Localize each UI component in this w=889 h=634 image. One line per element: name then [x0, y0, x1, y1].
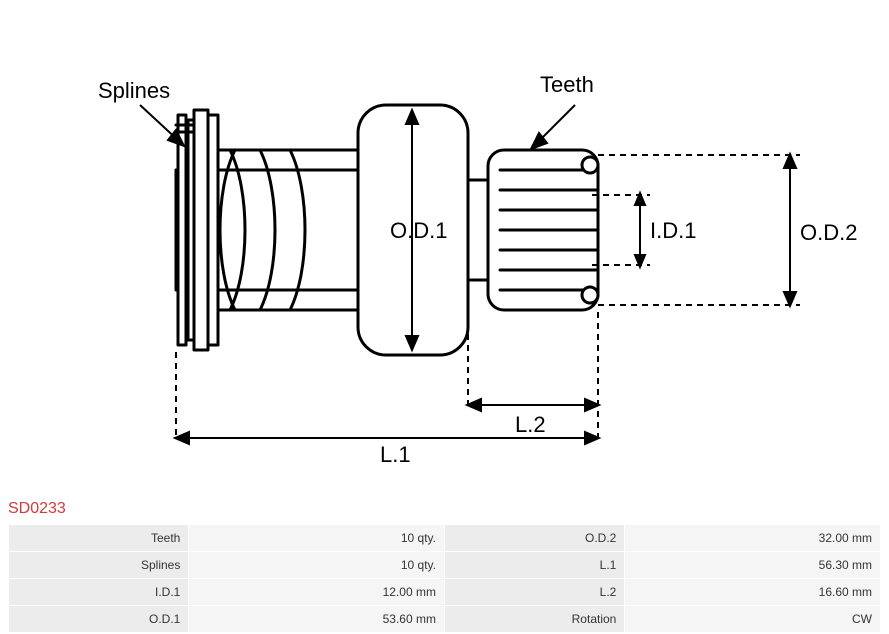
- label-id1: I.D.1: [650, 218, 696, 243]
- spec-label: O.D.2: [445, 525, 624, 551]
- spec-label: Splines: [9, 552, 188, 578]
- spec-value: 56.30 mm: [625, 552, 880, 578]
- technical-diagram: Splines Teeth O.D.1 I.D.1 O.D.2 L.2 L.1: [80, 60, 860, 480]
- spec-label: L.2: [445, 579, 624, 605]
- table-row: O.D.1 53.60 mm Rotation CW: [9, 606, 880, 632]
- spec-value: 12.00 mm: [189, 579, 444, 605]
- label-teeth: Teeth: [540, 72, 594, 97]
- spec-label: I.D.1: [9, 579, 188, 605]
- spec-label: O.D.1: [9, 606, 188, 632]
- table-row: Teeth 10 qty. O.D.2 32.00 mm: [9, 525, 880, 551]
- diagram-svg: Splines Teeth O.D.1 I.D.1 O.D.2 L.2 L.1: [80, 60, 860, 480]
- spec-label: Rotation: [445, 606, 624, 632]
- label-od2: O.D.2: [800, 220, 857, 245]
- spec-value: 10 qty.: [189, 525, 444, 551]
- spec-value: 32.00 mm: [625, 525, 880, 551]
- table-row: Splines 10 qty. L.1 56.30 mm: [9, 552, 880, 578]
- part-id: SD0233: [8, 500, 66, 518]
- label-splines: Splines: [98, 78, 170, 103]
- spec-value: 53.60 mm: [189, 606, 444, 632]
- table-row: I.D.1 12.00 mm L.2 16.60 mm: [9, 579, 880, 605]
- spec-label: L.1: [445, 552, 624, 578]
- spec-value: 10 qty.: [189, 552, 444, 578]
- label-od1: O.D.1: [390, 218, 447, 243]
- label-l1: L.1: [380, 442, 411, 467]
- spec-value: 16.60 mm: [625, 579, 880, 605]
- label-l2: L.2: [515, 412, 546, 437]
- spec-value: CW: [625, 606, 880, 632]
- spec-table: Teeth 10 qty. O.D.2 32.00 mm Splines 10 …: [8, 524, 881, 633]
- spec-label: Teeth: [9, 525, 188, 551]
